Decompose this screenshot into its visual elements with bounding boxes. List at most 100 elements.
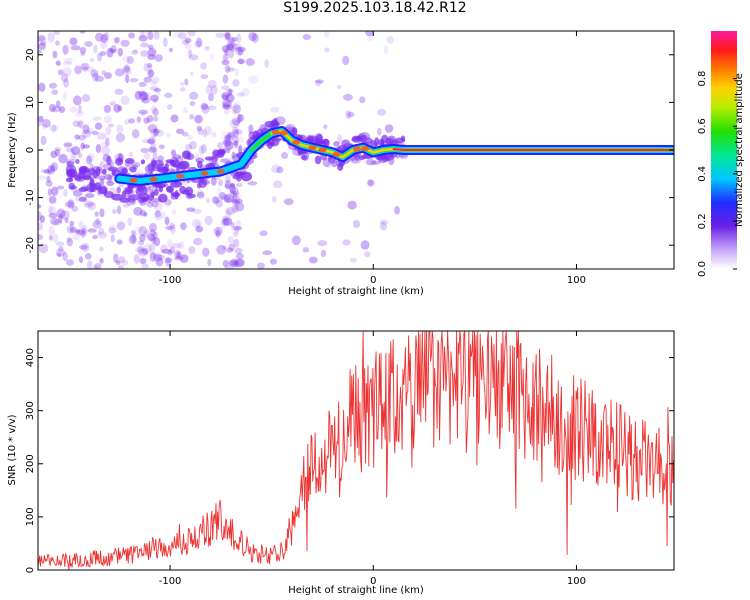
spectrogram-noise-point — [75, 110, 85, 117]
spectrogram-noise-point — [189, 101, 196, 106]
spectrogram-noise-point — [136, 116, 142, 123]
spectrogram-noise-point — [66, 147, 75, 153]
spectrogram-noise-point — [38, 42, 46, 51]
spectrogram-noise-point — [138, 35, 148, 42]
spectrogram-noise-point — [223, 139, 228, 145]
spectrogram-noise-point — [184, 78, 189, 86]
spectrogram-noise-point — [225, 88, 234, 95]
spectrogram-noise-point — [386, 35, 395, 45]
spectrogram-ridge-point — [236, 173, 242, 183]
spectrogram-noise-point — [234, 68, 240, 77]
spectrogram-noise-point — [228, 37, 235, 44]
spectrogram-noise-point — [200, 144, 207, 154]
spectrogram-noise-point — [131, 129, 140, 139]
spectrogram-noise-point — [164, 225, 174, 231]
spectrogram-ridge-point — [365, 158, 377, 166]
spectrogram-noise-point — [164, 216, 170, 226]
spectrogram-noise-point — [38, 82, 46, 92]
spectrogram-noise-point — [180, 81, 185, 86]
spectrogram-noise-point — [130, 161, 141, 168]
spectrogram-noise-point — [223, 194, 231, 203]
snr-x-tick-label: -100 — [159, 576, 182, 587]
spectrogram-noise-point — [63, 78, 70, 88]
snr-series-line — [38, 331, 674, 570]
spectrogram-noise-point — [223, 134, 228, 144]
spectrogram-noise-point — [91, 130, 99, 135]
spectrogram-noise-point — [226, 42, 237, 47]
spectrogram-noise-point — [114, 36, 121, 43]
spectrogram-noise-point — [176, 251, 181, 259]
spectrogram-noise-point — [87, 228, 97, 233]
spectrogram-noise-point — [64, 217, 69, 224]
spectrogram-noise-point — [62, 91, 67, 102]
spectrogram-noise-point — [38, 210, 42, 221]
spectrogram-noise-point — [110, 44, 117, 54]
spectrogram-noise-point — [38, 115, 44, 123]
spectrogram-noise-point — [51, 105, 62, 112]
spectrogram-noise-point — [82, 144, 91, 149]
spectrogram-noise-point — [188, 246, 196, 255]
spectrogram-y-tick-label: 20 — [25, 48, 36, 61]
spectrogram-noise-point — [259, 230, 268, 237]
spectrogram-noise-point — [74, 65, 82, 75]
spectrogram-noise-point — [231, 136, 240, 147]
spectrogram-ridge-point — [169, 181, 182, 188]
spectrogram-noise-point — [194, 114, 203, 124]
spectrogram-noise-point — [222, 103, 230, 110]
spectrogram-noise-point — [105, 126, 111, 136]
spectrogram-noise-point — [153, 88, 161, 93]
spectrogram-noise-point — [231, 199, 241, 206]
spectrogram-noise-point — [222, 260, 229, 267]
snr-x-tick-label: 100 — [567, 576, 586, 587]
spectrogram-noise-point — [62, 67, 72, 77]
spectrogram-ridge-point — [239, 171, 246, 176]
spectrogram-ridge-core — [392, 148, 674, 151]
spectrogram-noise-point — [226, 67, 235, 72]
spectrogram-noise-point — [54, 148, 61, 157]
spectrogram-noise-point — [221, 59, 230, 66]
spectrogram-noise-point — [64, 57, 73, 65]
spectrogram-ridge-point — [124, 157, 135, 164]
spectrogram-noise-point — [215, 200, 223, 208]
spectrogram-noise-point — [359, 96, 366, 104]
spectrogram-ridge-point — [185, 193, 194, 200]
spectrogram-noise-point — [100, 33, 108, 43]
spectrogram-noise-point — [224, 193, 234, 204]
spectrogram-noise-point — [147, 44, 154, 50]
spectrogram-noise-point — [236, 136, 244, 143]
spectrogram-noise-point — [140, 111, 146, 117]
spectrogram-peak-spot — [332, 151, 341, 157]
spectrogram-noise-point — [235, 258, 245, 267]
spectrogram-peak-spot — [271, 129, 280, 135]
spectrogram-ridge-point — [119, 197, 131, 203]
spectrogram-noise-point — [134, 90, 142, 101]
spectrogram-noise-point — [38, 243, 49, 254]
spectrogram-noise-point — [97, 52, 103, 62]
spectrogram-noise-point — [153, 237, 161, 247]
spectrogram-ridge-point — [179, 185, 187, 195]
spectrogram-noise-point — [45, 180, 53, 187]
colorbar-tick-label: 0.6 — [697, 118, 708, 134]
spectrogram-noise-point — [148, 243, 156, 253]
spectrogram-ridge-point — [195, 157, 205, 164]
spectrogram-noise-point — [226, 43, 234, 51]
spectrogram-noise-point — [72, 120, 80, 128]
spectrogram-noise-point — [213, 226, 223, 236]
spectrogram-noise-point — [232, 192, 238, 201]
spectrogram-noise-point — [139, 31, 145, 39]
spectrogram-noise-point — [50, 217, 60, 226]
spectrogram-noise-point — [122, 65, 131, 73]
spectrogram-noise-point — [215, 32, 226, 38]
spectrogram-noise-point — [114, 68, 125, 77]
spectrogram-noise-point — [232, 129, 239, 139]
snr-y-tick-label: 400 — [25, 348, 36, 367]
spectrogram-peak-spot — [149, 176, 158, 182]
spectrogram-noise-point — [57, 69, 64, 76]
spectrogram-noise-point — [116, 260, 121, 265]
spectrogram-noise-point — [314, 79, 324, 84]
spectrogram-ridge-point — [106, 155, 112, 166]
spectrogram-noise-point — [84, 66, 95, 72]
spectrogram-ridge-point — [143, 195, 149, 201]
spectrogram-noise-point — [130, 49, 139, 55]
spectrogram-noise-point — [225, 206, 236, 216]
